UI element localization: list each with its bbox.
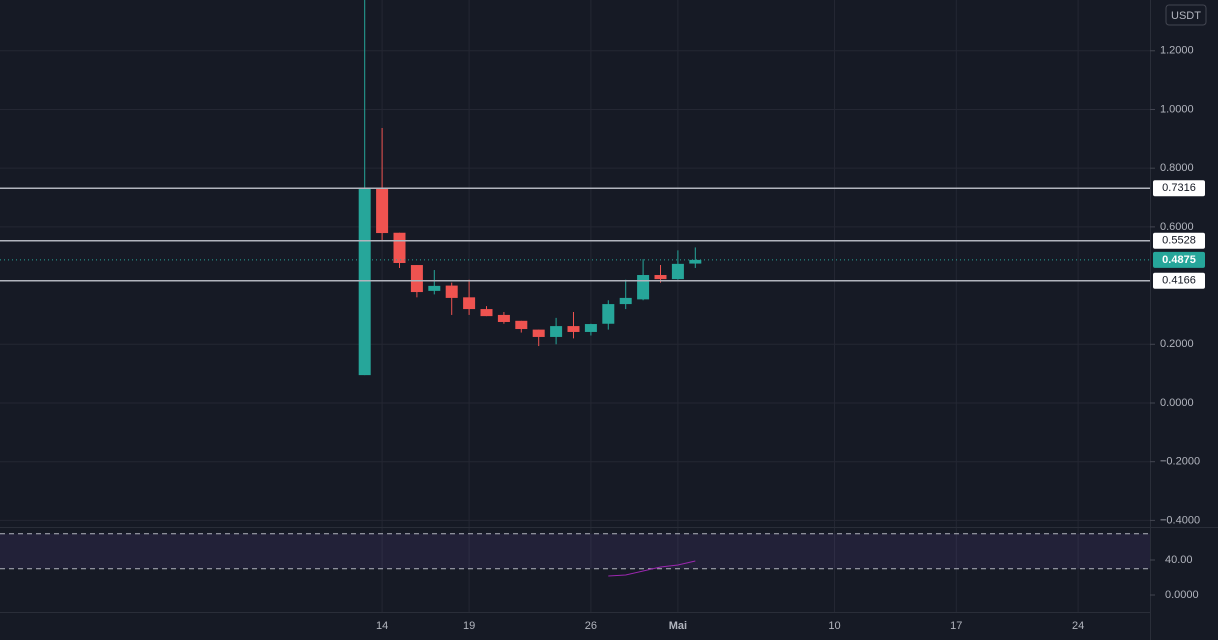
grid [0,0,1150,612]
rsi-tick-label: 40.00 [1165,554,1193,566]
candle-body [550,326,563,337]
candle-body [602,304,615,324]
candle-body [393,232,406,263]
y-tick-label: 0.2000 [1160,338,1194,350]
candle-body [619,297,632,305]
rsi-pane [0,533,1150,577]
candle-body [567,326,580,332]
x-tick-label: 19 [463,620,475,632]
candle-body [463,297,476,310]
y-tick-label: 0.6000 [1160,221,1194,233]
y-tick-label: −0.2000 [1160,456,1200,468]
candle-body [532,329,545,337]
rsi-tick-label: 0.0000 [1165,589,1199,601]
last-price-label: 0.4875 [1162,254,1196,266]
rsi-band [0,533,1150,569]
level-label-box [1153,272,1205,289]
y-tick-label: 0.0000 [1160,397,1194,409]
candle-body [671,263,684,280]
level-label: 0.4166 [1162,275,1196,287]
level-label-box [1153,232,1205,249]
candle-body [497,314,510,322]
candle-body [515,320,528,330]
level-label-box [1153,180,1205,197]
candle-body [358,188,371,376]
candle-body [445,285,458,298]
candle-body [654,275,667,280]
y-tick-label: −0.4000 [1160,514,1200,526]
candle-body [689,259,702,264]
last-price-box [1153,251,1205,268]
x-tick-label: 24 [1072,620,1084,632]
currency-label: USDT [1171,10,1201,22]
x-tick-label: 17 [950,620,962,632]
candle-body [428,285,441,291]
candle-body [584,324,597,332]
x-tick-label: Mai [669,620,687,632]
price-pane [0,0,1150,376]
x-tick-label: 14 [376,620,388,632]
level-label: 0.5528 [1162,235,1196,247]
x-tick-label: 10 [828,620,840,632]
y-tick-label: 1.0000 [1160,103,1194,115]
x-tick-label: 26 [585,620,597,632]
candle-body [376,188,389,234]
rsi-line [608,560,696,577]
currency-box[interactable] [1165,4,1207,26]
level-label: 0.7316 [1162,182,1196,194]
candle-body [410,265,423,293]
candle-body [480,309,493,317]
y-tick-label: 1.2000 [1160,45,1194,57]
candle-body [637,275,650,300]
y-tick-label: 0.8000 [1160,162,1194,174]
